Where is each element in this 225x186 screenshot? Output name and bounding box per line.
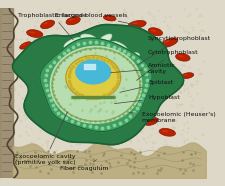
Ellipse shape	[131, 81, 147, 89]
Ellipse shape	[47, 83, 64, 90]
Ellipse shape	[16, 58, 27, 64]
Ellipse shape	[176, 54, 190, 61]
Ellipse shape	[20, 42, 32, 49]
Ellipse shape	[69, 19, 74, 21]
Text: Exocoelomic cavity
(primitive yolk sac): Exocoelomic cavity (primitive yolk sac)	[15, 112, 75, 165]
Ellipse shape	[132, 22, 138, 24]
Text: Cytotrophoblast: Cytotrophoblast	[137, 50, 199, 80]
Ellipse shape	[106, 16, 110, 18]
Ellipse shape	[64, 37, 82, 48]
Ellipse shape	[30, 31, 36, 33]
Ellipse shape	[120, 106, 136, 116]
Ellipse shape	[24, 74, 35, 81]
Ellipse shape	[43, 22, 48, 25]
Ellipse shape	[181, 73, 194, 78]
Ellipse shape	[40, 20, 54, 29]
Text: Trophoblastic lacunae: Trophoblastic lacunae	[18, 13, 87, 40]
Ellipse shape	[160, 38, 178, 47]
Ellipse shape	[110, 41, 127, 52]
Ellipse shape	[79, 118, 93, 126]
Text: Epiblast: Epiblast	[120, 80, 173, 92]
Ellipse shape	[26, 76, 30, 77]
Polygon shape	[0, 8, 13, 178]
Ellipse shape	[22, 44, 26, 46]
Ellipse shape	[129, 66, 145, 74]
Ellipse shape	[162, 130, 168, 132]
Ellipse shape	[148, 28, 162, 36]
Text: Fiber coagulum: Fiber coagulum	[60, 160, 108, 171]
Text: Enlarged blood vessels: Enlarged blood vessels	[55, 13, 139, 26]
Ellipse shape	[54, 97, 68, 105]
Ellipse shape	[52, 67, 68, 75]
Ellipse shape	[122, 53, 140, 62]
Ellipse shape	[63, 110, 79, 118]
Text: Amniotic
cavity: Amniotic cavity	[111, 63, 176, 74]
Ellipse shape	[178, 55, 184, 57]
Ellipse shape	[146, 119, 151, 121]
Text: Syncytiotrophoblast: Syncytiotrophoblast	[138, 36, 211, 65]
Ellipse shape	[144, 117, 158, 125]
Ellipse shape	[164, 40, 170, 43]
Polygon shape	[76, 60, 111, 84]
Ellipse shape	[184, 74, 188, 76]
Ellipse shape	[27, 30, 43, 37]
Ellipse shape	[151, 30, 156, 32]
Ellipse shape	[128, 20, 146, 28]
Polygon shape	[50, 46, 142, 123]
Ellipse shape	[97, 34, 112, 46]
Ellipse shape	[66, 17, 80, 25]
Ellipse shape	[104, 15, 116, 21]
Ellipse shape	[58, 53, 74, 62]
Ellipse shape	[81, 34, 97, 42]
Text: Hypoblast: Hypoblast	[114, 95, 180, 104]
Ellipse shape	[109, 117, 123, 124]
Ellipse shape	[93, 121, 110, 129]
Text: Exocoelomic (Heuser's)
membrane: Exocoelomic (Heuser's) membrane	[129, 112, 216, 123]
Polygon shape	[13, 25, 184, 145]
Ellipse shape	[128, 94, 145, 103]
Polygon shape	[40, 38, 152, 132]
Ellipse shape	[18, 60, 22, 61]
Polygon shape	[66, 55, 121, 99]
Ellipse shape	[159, 129, 176, 136]
